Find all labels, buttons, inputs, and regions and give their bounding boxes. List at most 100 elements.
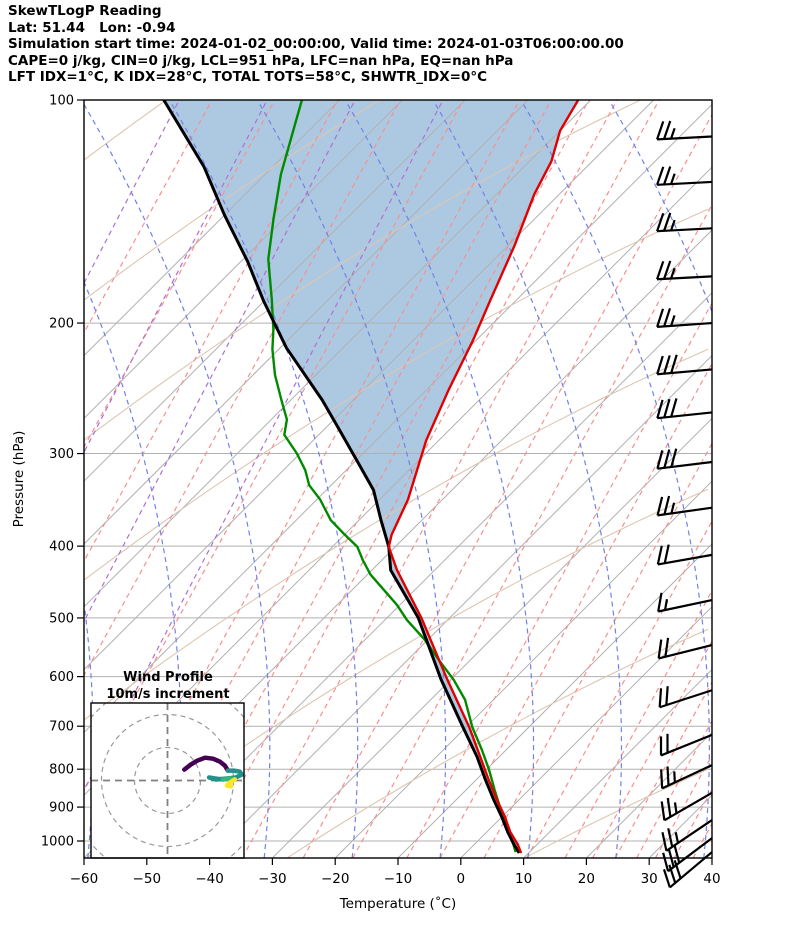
temperature-tick-label: −60 — [70, 871, 99, 887]
wind-barb-staff — [657, 227, 713, 233]
temperature-tick-label: −20 — [321, 871, 350, 887]
hodograph-title: Wind Profile — [123, 670, 213, 685]
wind-barb-staff — [657, 135, 713, 141]
wind-barb-staff — [657, 411, 713, 420]
sounding-curves — [162, 100, 580, 854]
temperature-tick-label: −10 — [384, 871, 413, 887]
mixing-ratio-line — [592, 639, 712, 858]
wind-barb-feather — [661, 832, 668, 852]
cold-moist-adiabat-line — [84, 100, 444, 792]
mixing-ratio-line — [352, 203, 712, 858]
mixing-ratio-line — [439, 362, 712, 858]
header-block: SkewTLogP Reading Lat: 51.44 Lon: -0.94 … — [8, 3, 624, 86]
hodograph-trace-segment — [182, 755, 231, 773]
wind-barb-feather — [663, 120, 672, 140]
wind-barb-feather — [656, 450, 664, 470]
wind-barbs — [656, 120, 713, 889]
moist-adiabat-line — [433, 101, 623, 858]
page-title: SkewTLogP Reading — [8, 3, 162, 19]
wind-barb-feather — [670, 398, 678, 417]
temperature-tick-label: 0 — [457, 871, 466, 887]
isotherm-line — [711, 857, 712, 858]
wind-barb-feather — [656, 496, 664, 516]
wind-barb-feather — [663, 355, 671, 374]
stability-indices-line2: LFT IDX=1°C, K IDX=28°C, TOTAL TOTS=58°C… — [8, 69, 488, 85]
wind-barb-feather — [673, 860, 682, 879]
wind-barb-half-feather — [674, 831, 680, 844]
dry-adiabat-line — [84, 348, 709, 721]
mixing-ratio-line — [302, 113, 712, 858]
wind-barb — [656, 398, 713, 420]
dewpoint-curve — [267, 100, 517, 853]
wind-barb — [656, 495, 713, 517]
stability-indices-line1: CAPE=0 j/kg, CIN=0 j/kg, LCL=951 hPa, LF… — [8, 52, 514, 69]
wind-barb — [656, 448, 713, 470]
wind-barb-half-feather — [673, 802, 678, 814]
wind-barb-feather — [660, 769, 664, 789]
wind-barb-feather — [656, 399, 664, 419]
wind-barb-half-feather — [670, 173, 676, 185]
mixing-ratio-line — [564, 589, 712, 858]
wind-barb — [656, 354, 713, 376]
wind-barb-feather — [663, 212, 672, 232]
wind-barb-staff — [657, 553, 713, 566]
hodograph-subtitle: 10m/s increment — [106, 687, 229, 702]
mixing-ratio-line — [84, 100, 339, 563]
wind-barb — [660, 791, 713, 822]
isotherm-line — [84, 100, 654, 671]
isotherm-line — [397, 543, 712, 858]
isotherm-line — [523, 668, 712, 858]
temperature-curve — [387, 100, 580, 854]
wind-barb-feather — [656, 260, 665, 280]
hodograph-trace-segment — [224, 777, 238, 789]
wind-barb-staff — [657, 598, 713, 613]
lat-lon-text: Lat: 51.44 Lon: -0.94 — [8, 19, 176, 36]
wind-barb-feather — [660, 801, 666, 821]
dry-adiabat-line — [523, 768, 709, 858]
isotherm-line — [460, 606, 712, 858]
wind-barb-feather — [657, 639, 663, 659]
wind-barb-feather — [663, 544, 670, 564]
simulation-times-text: Simulation start time: 2024-01-02_00:00:… — [8, 36, 624, 52]
wind-barb — [656, 166, 713, 186]
wind-barb-staff — [661, 764, 713, 790]
temperature-tick-label: 40 — [703, 871, 720, 887]
wind-barb-half-feather — [670, 267, 676, 279]
mixing-ratio-line — [84, 100, 401, 677]
temperature-tick-label: 10 — [515, 871, 532, 887]
isotherm-line — [84, 100, 592, 608]
wind-barb-staff — [659, 689, 713, 709]
dry-adiabat-line — [84, 100, 381, 301]
wind-barb — [658, 686, 713, 709]
pressure-tick-label: 300 — [49, 447, 74, 462]
pressure-tick-label: 100 — [49, 94, 74, 109]
pressure-tick-label: 200 — [49, 317, 74, 332]
isotherm-line — [272, 417, 712, 858]
mixing-ratio-line — [406, 301, 712, 858]
mixing-ratio-line — [636, 719, 712, 858]
temperature-tick-label: −30 — [258, 871, 287, 887]
wind-barb-half-feather — [670, 315, 676, 327]
wind-barb-feather — [656, 121, 665, 140]
wind-barb — [659, 733, 713, 757]
wind-barb — [656, 120, 713, 141]
wind-barb-half-feather — [663, 599, 669, 611]
wind-barb-staff — [657, 180, 713, 186]
wind-barb-feather — [657, 592, 663, 612]
isotherm-line — [146, 292, 712, 858]
moist-adiabat-line — [170, 101, 359, 858]
wind-barb-feather — [666, 797, 672, 817]
wind-barb-feather — [663, 260, 672, 280]
wind-barb-feather — [658, 688, 663, 708]
mixing-ratio-line — [84, 100, 213, 335]
wind-barb-half-feather — [670, 219, 676, 231]
wind-barb-staff — [660, 733, 713, 757]
wind-barb-feather — [663, 308, 672, 327]
dry-adiabat-line — [84, 208, 709, 581]
wind-barb-staff — [667, 837, 713, 873]
wind-barb-staff — [657, 460, 713, 470]
mixing-ratio-line — [692, 822, 712, 858]
